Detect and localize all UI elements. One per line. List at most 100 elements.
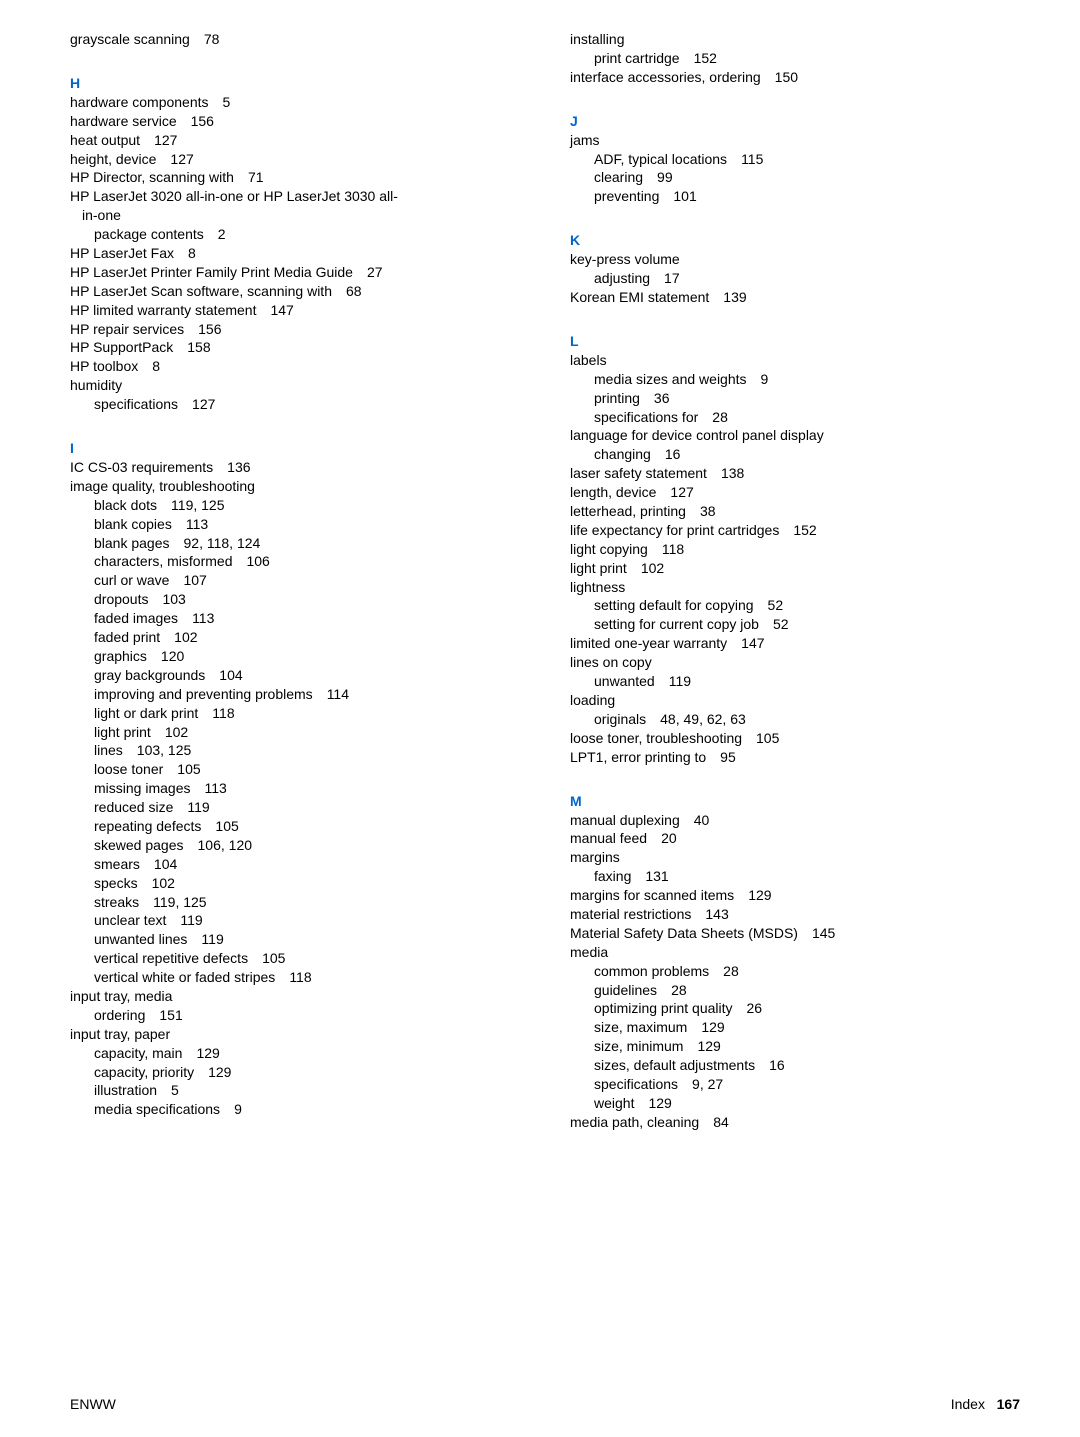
- index-entry-text: changing: [594, 446, 651, 462]
- index-entry-text: size, minimum: [594, 1038, 683, 1054]
- index-entry-page: 138: [721, 465, 744, 481]
- index-entry: material restrictions 143: [570, 905, 1020, 924]
- index-entry-page: 143: [705, 906, 728, 922]
- index-entry: gray backgrounds104: [70, 666, 520, 685]
- index-entry-page: 105: [177, 761, 200, 777]
- index-entry: weight129: [570, 1094, 1020, 1113]
- index-entry: Korean EMI statement139: [570, 288, 1020, 307]
- index-entry: installing: [570, 30, 1020, 49]
- left-column: grayscale scanning78Hhardware components…: [70, 30, 520, 1132]
- index-entry: LPT1, error printing to95: [570, 748, 1020, 767]
- index-entry-page: 52: [768, 597, 784, 613]
- index-entry-page: 158: [187, 339, 210, 355]
- index-entry-text: loose toner, troubleshooting: [570, 730, 742, 746]
- index-entry-text: humidity: [70, 377, 122, 393]
- index-entry: ADF, typical locations115: [570, 150, 1020, 169]
- index-entry-text: HP repair services: [70, 321, 184, 337]
- index-entry: smears104: [70, 855, 520, 874]
- index-entry: media sizes and weights9: [570, 370, 1020, 389]
- index-entry: improving and preventing problems114: [70, 685, 520, 704]
- index-entry-page: 113: [192, 610, 214, 626]
- index-entry: guidelines 28: [570, 981, 1020, 1000]
- index-entry-text: vertical repetitive defects: [94, 950, 248, 966]
- index-entry: optimizing print quality26: [570, 999, 1020, 1018]
- index-entry-page: 27: [367, 264, 383, 280]
- index-entry-text: interface accessories, ordering: [570, 69, 761, 85]
- index-entry-page: 99: [657, 169, 673, 185]
- index-entry-page: 136: [227, 459, 250, 475]
- index-entry-text: light copying: [570, 541, 648, 557]
- index-entry-text: margins for scanned items: [570, 887, 734, 903]
- page-footer: ENWW Index 167: [70, 1396, 1020, 1412]
- index-entry-text: input tray, media: [70, 988, 172, 1004]
- index-entry: lightness: [570, 578, 1020, 597]
- index-entry: characters, misformed106: [70, 552, 520, 571]
- index-entry-page: 119: [669, 673, 691, 689]
- index-entry-page: 52: [773, 616, 789, 632]
- index-entry: faded images 113: [70, 609, 520, 628]
- index-entry-text: curl or wave: [94, 572, 169, 588]
- index-entry-page: 127: [170, 151, 193, 167]
- index-entry-text: media: [570, 944, 608, 960]
- index-entry-page: 147: [270, 302, 293, 318]
- index-entry-page: 145: [812, 925, 835, 941]
- index-entry: curl or wave107: [70, 571, 520, 590]
- index-entry-text: graphics: [94, 648, 147, 664]
- index-entry-text: vertical white or faded stripes: [94, 969, 275, 985]
- index-entry-page: 38: [700, 503, 716, 519]
- index-entry-page: 2: [218, 226, 226, 242]
- index-entry-text: input tray, paper: [70, 1026, 170, 1042]
- index-entry-page: 102: [174, 629, 197, 645]
- index-entry-text: loose toner: [94, 761, 163, 777]
- index-entry: dropouts103: [70, 590, 520, 609]
- index-entry-text: limited one-year warranty: [570, 635, 727, 651]
- index-entry-text: grayscale scanning: [70, 31, 190, 47]
- index-entry-text: skewed pages: [94, 837, 184, 853]
- index-entry-page: 28: [671, 982, 687, 998]
- footer-right: Index 167: [951, 1396, 1020, 1412]
- index-entry-text: material restrictions: [570, 906, 691, 922]
- index-entry: light copying118: [570, 540, 1020, 559]
- index-entry: hardware components5: [70, 93, 520, 112]
- index-entry-page: 28: [712, 409, 728, 425]
- index-entry-page: 104: [154, 856, 177, 872]
- index-entry-text: missing images: [94, 780, 190, 796]
- index-entry-text: specifications: [94, 396, 178, 412]
- index-entry: input tray, paper: [70, 1025, 520, 1044]
- index-entry-page: 5: [171, 1082, 179, 1098]
- index-entry: skewed pages106, 120: [70, 836, 520, 855]
- index-entry-text: LPT1, error printing to: [570, 749, 706, 765]
- index-entry-text: size, maximum: [594, 1019, 687, 1035]
- footer-left: ENWW: [70, 1396, 116, 1412]
- index-entry-text: HP LaserJet Fax: [70, 245, 174, 261]
- index-entry: letterhead, printing 38: [570, 502, 1020, 521]
- index-entry: faxing131: [570, 867, 1020, 886]
- index-entry-page: 147: [741, 635, 764, 651]
- index-entry-page: 9: [761, 371, 769, 387]
- index-entry-page: 119, 125: [153, 894, 206, 910]
- index-entry-page: 102: [641, 560, 664, 576]
- index-entry-page: 20: [661, 830, 677, 846]
- index-entry-text: guidelines: [594, 982, 657, 998]
- index-entry: HP LaserJet Scan software, scanning with…: [70, 282, 520, 301]
- index-entry: black dots119, 125: [70, 496, 520, 515]
- index-entry: manual duplexing40: [570, 811, 1020, 830]
- index-entry-text: life expectancy for print cartridges: [570, 522, 779, 538]
- index-entry: Material Safety Data Sheets (MSDS)145: [570, 924, 1020, 943]
- index-entry-page: 105: [756, 730, 779, 746]
- index-entry-text: height, device: [70, 151, 156, 167]
- index-entry-page: 151: [159, 1007, 182, 1023]
- index-entry-page: 102: [152, 875, 175, 891]
- index-entry-text: heat output: [70, 132, 140, 148]
- index-entry-page: 139: [723, 289, 746, 305]
- index-entry-page: 8: [188, 245, 196, 261]
- index-entry-text: faded images: [94, 610, 178, 626]
- index-entry-page: 127: [154, 132, 177, 148]
- index-entry-text: ADF, typical locations: [594, 151, 727, 167]
- index-entry-text: HP LaserJet Printer Family Print Media G…: [70, 264, 353, 280]
- index-entry-text: manual feed: [570, 830, 647, 846]
- index-entry-text: letterhead, printing: [570, 503, 686, 519]
- index-entry: loose toner, troubleshooting 105: [570, 729, 1020, 748]
- index-entry: light print102: [70, 723, 520, 742]
- index-entry: graphics120: [70, 647, 520, 666]
